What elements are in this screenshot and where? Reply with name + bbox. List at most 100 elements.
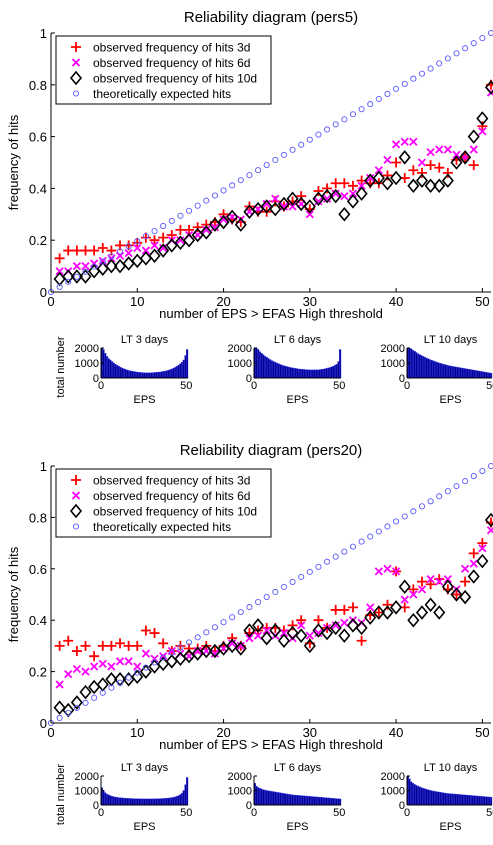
- histogram-bar: [315, 369, 318, 379]
- histogram-bar: [117, 797, 120, 806]
- data-point: [349, 543, 357, 550]
- data-point: [289, 578, 296, 585]
- data-point: [443, 145, 452, 154]
- histogram-bar: [432, 790, 435, 806]
- data-point: [217, 214, 230, 230]
- data-point: [296, 191, 307, 202]
- histogram-bar: [145, 798, 148, 806]
- histogram-bar: [299, 368, 302, 379]
- y-tick-label: 1000: [75, 786, 99, 798]
- histogram-bar: [177, 795, 180, 806]
- data-point: [80, 245, 91, 256]
- histogram-bar: [328, 797, 331, 806]
- data-point: [341, 548, 348, 555]
- data-point: [358, 106, 365, 113]
- histogram-bar: [141, 798, 144, 806]
- data-point: [416, 167, 427, 178]
- data-point: [478, 544, 487, 553]
- data-point: [298, 141, 305, 148]
- data-point: [391, 157, 402, 168]
- data-point: [322, 183, 333, 194]
- histogram-bar: [267, 358, 270, 379]
- data-point: [408, 165, 419, 176]
- x-tick-label: 50: [333, 380, 345, 392]
- data-point: [427, 65, 434, 72]
- histogram-bar: [262, 354, 265, 379]
- data-point: [424, 178, 437, 194]
- histogram-bar: [279, 792, 282, 806]
- legend-marker: [69, 70, 83, 86]
- histogram-bar: [107, 358, 110, 379]
- data-point: [115, 657, 125, 666]
- data-point: [91, 263, 98, 270]
- data-point: [305, 210, 314, 219]
- histogram-bar: [148, 372, 151, 379]
- histogram-bar: [325, 797, 328, 806]
- data-point: [105, 258, 118, 274]
- data-point: [324, 126, 331, 133]
- histogram-bar: [121, 367, 124, 379]
- data-point: [400, 595, 409, 604]
- data-point: [63, 245, 74, 256]
- data-point: [391, 140, 401, 149]
- legend-marker: [71, 58, 81, 67]
- histogram-bar: [457, 794, 461, 806]
- data-point: [203, 197, 210, 204]
- data-point: [54, 253, 65, 264]
- histogram-bar: [304, 369, 308, 379]
- legend-label: theoretically expected hits: [93, 520, 231, 534]
- histogram-bar: [469, 795, 473, 806]
- data-point: [106, 640, 117, 651]
- data-point: [384, 90, 391, 97]
- data-point: [151, 659, 158, 666]
- data-point: [435, 145, 444, 154]
- series-1: [55, 88, 493, 276]
- data-point: [470, 40, 477, 47]
- data-point: [200, 225, 213, 240]
- histogram-bar: [437, 362, 440, 379]
- histogram-bar: [464, 368, 467, 379]
- histogram-bar: [413, 784, 416, 806]
- histogram-bar: [116, 797, 119, 806]
- histogram-bar: [112, 796, 115, 806]
- data-point: [176, 236, 185, 245]
- histogram-bar: [165, 797, 168, 806]
- data-point: [418, 503, 426, 510]
- histogram-bar: [153, 372, 156, 379]
- data-point: [56, 714, 63, 722]
- data-point: [383, 155, 392, 165]
- data-point: [89, 651, 100, 662]
- histogram-bar: [136, 371, 139, 379]
- histogram-bar: [255, 785, 258, 806]
- data-point: [82, 268, 89, 275]
- data-point: [329, 620, 342, 636]
- histogram-bar: [316, 796, 320, 806]
- histogram-bar: [320, 369, 323, 379]
- data-point: [469, 559, 478, 568]
- data-point: [253, 631, 263, 640]
- y-tick-label: 1000: [381, 358, 405, 370]
- histogram-bar: [270, 791, 273, 806]
- histogram-bar: [337, 798, 340, 806]
- histogram-bar: [163, 370, 167, 379]
- data-point: [194, 202, 201, 209]
- data-point: [79, 684, 92, 700]
- data-point: [477, 538, 488, 549]
- histogram-bar: [153, 798, 156, 806]
- y-tick-label: 2000: [381, 343, 405, 355]
- histogram-bar: [179, 363, 182, 379]
- histogram-bar: [485, 372, 488, 379]
- histogram-bar: [313, 796, 316, 806]
- data-point: [331, 621, 340, 630]
- data-point: [279, 202, 289, 211]
- y-tick-label: 0: [93, 373, 99, 385]
- histogram-bar: [257, 349, 260, 379]
- histogram-bar: [180, 792, 184, 806]
- legend-marker: [71, 491, 81, 500]
- histogram-bar: [413, 351, 416, 379]
- data-point: [364, 610, 377, 625]
- histogram-bar: [267, 790, 270, 806]
- data-point: [408, 584, 419, 595]
- data-point: [347, 180, 358, 191]
- data-point: [477, 121, 488, 132]
